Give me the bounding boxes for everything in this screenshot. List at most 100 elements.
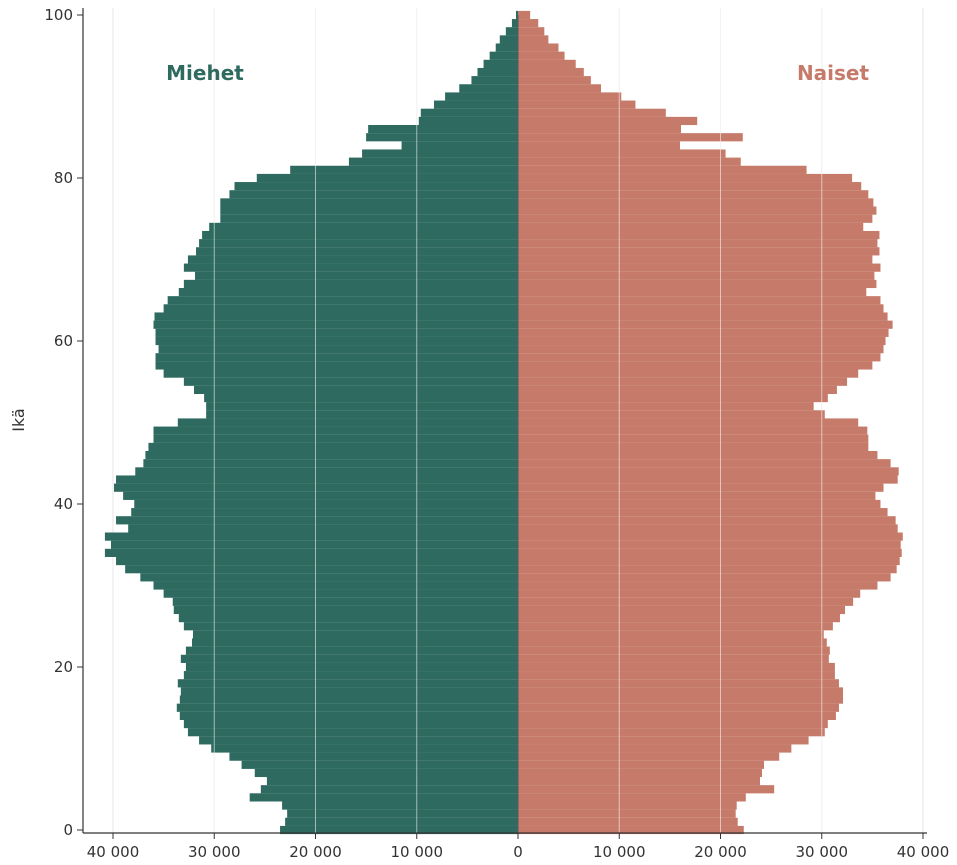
bar-naiset <box>518 312 888 321</box>
bar-naiset <box>518 687 844 696</box>
bar-naiset <box>518 230 880 240</box>
bar-miehet <box>362 149 518 158</box>
bar-miehet <box>229 752 518 761</box>
bar-naiset <box>518 499 881 509</box>
bar-naiset <box>518 59 576 68</box>
bar-miehet <box>185 646 518 655</box>
bar-naiset <box>518 475 898 484</box>
bar-miehet <box>116 516 518 525</box>
bar-naiset <box>518 605 846 615</box>
bar-miehet <box>499 35 518 44</box>
bar-miehet <box>183 263 518 272</box>
bar-miehet <box>153 320 518 329</box>
bar-naiset <box>518 157 741 166</box>
bar-miehet <box>199 736 518 745</box>
bar-naiset <box>518 524 898 533</box>
bar-miehet <box>368 125 518 134</box>
bar-miehet <box>176 703 518 712</box>
bar-naiset <box>518 426 868 435</box>
bar-naiset <box>518 752 780 761</box>
labels: 40 000 30 000 20 000 10 000 0 10 000 20 000 30 … <box>9 6 949 861</box>
bar-miehet <box>179 711 518 720</box>
bar-miehet <box>285 817 518 826</box>
bar-miehet <box>191 638 518 647</box>
bar-miehet <box>209 222 518 231</box>
bar-naiset <box>518 328 889 337</box>
bar-naiset <box>518 679 839 688</box>
bar-miehet <box>194 385 518 394</box>
x-tick-label: 30 000 <box>796 843 849 861</box>
bar-miehet <box>459 84 518 93</box>
bar-miehet <box>145 451 518 460</box>
bar-naiset <box>518 369 859 378</box>
bar-naiset <box>518 336 886 346</box>
bar-miehet <box>110 540 518 549</box>
bar-naiset <box>518 116 698 126</box>
bar-miehet <box>183 377 518 386</box>
bar-naiset <box>518 556 900 566</box>
bar-naiset <box>518 247 880 256</box>
bar-naiset <box>518 198 874 207</box>
bar-miehet <box>241 760 518 769</box>
bar-miehet <box>158 345 518 354</box>
bar-naiset <box>518 361 873 370</box>
bar-naiset <box>518 133 743 142</box>
bar-miehet <box>131 508 518 517</box>
bar-naiset <box>518 581 878 590</box>
bar-miehet <box>143 459 518 468</box>
bar-miehet <box>366 133 518 142</box>
bar-naiset <box>518 630 824 639</box>
bar-naiset <box>518 76 591 85</box>
y-tick-label: 100 <box>44 6 73 24</box>
bar-naiset <box>518 540 901 549</box>
bar-miehet <box>196 247 518 256</box>
bar-naiset <box>518 442 869 452</box>
bar-naiset <box>518 785 775 794</box>
bar-miehet <box>163 589 518 598</box>
bar-naiset <box>518 393 828 403</box>
bar-miehet <box>290 165 518 174</box>
bar-naiset <box>518 402 814 411</box>
bar-naiset <box>518 459 891 468</box>
bar-miehet <box>154 312 518 321</box>
bar-naiset <box>518 548 902 557</box>
bar-naiset <box>518 165 807 174</box>
y-tick-label: 60 <box>54 332 73 350</box>
bar-miehet <box>280 825 518 835</box>
bar-miehet <box>260 785 518 794</box>
bar-miehet <box>220 206 518 215</box>
bar-miehet <box>420 108 518 117</box>
bar-miehet <box>229 190 518 199</box>
bar-miehet <box>153 581 518 590</box>
x-tick-label: 30 000 <box>188 843 241 861</box>
bar-miehet <box>180 687 518 696</box>
bar-miehet <box>511 19 518 28</box>
bar-naiset <box>518 173 853 183</box>
bar-miehet <box>114 483 518 492</box>
bar-miehet <box>515 10 518 20</box>
bar-miehet <box>116 475 518 484</box>
bar-naiset <box>518 744 792 753</box>
bar-naiset <box>518 508 888 517</box>
bar-miehet <box>477 67 518 77</box>
bar-naiset <box>518 491 876 500</box>
bar-miehet <box>155 353 518 362</box>
bar-naiset <box>518 728 825 737</box>
x-tick-label: 10 000 <box>593 843 646 861</box>
bar-miehet <box>178 288 518 297</box>
x-tick-label: 0 <box>513 843 523 861</box>
bar-naiset <box>518 67 584 77</box>
bar-miehet <box>116 556 518 566</box>
bar-naiset <box>518 288 867 297</box>
bar-naiset <box>518 597 854 606</box>
bar-miehet <box>433 100 518 109</box>
bar-miehet <box>249 793 518 802</box>
bar-miehet <box>418 116 518 126</box>
bar-naiset <box>518 141 680 150</box>
bar-miehet <box>155 328 518 337</box>
bar-miehet <box>179 695 518 704</box>
bar-naiset <box>518 760 765 769</box>
bar-miehet <box>287 809 518 818</box>
bar-miehet <box>206 402 518 411</box>
